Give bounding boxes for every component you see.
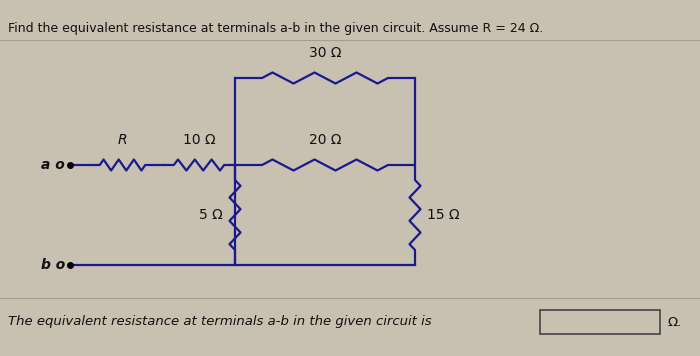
Text: The equivalent resistance at terminals a-b in the given circuit is: The equivalent resistance at terminals a… [8, 315, 432, 329]
Text: a o: a o [41, 158, 65, 172]
Text: 30 Ω: 30 Ω [309, 46, 342, 60]
Text: 10 Ω: 10 Ω [183, 133, 216, 147]
Text: 5 Ω: 5 Ω [199, 208, 223, 222]
Text: Ω.: Ω. [668, 315, 682, 329]
Text: Find the equivalent resistance at terminals a-b in the given circuit. Assume R =: Find the equivalent resistance at termin… [8, 22, 543, 35]
Text: 15 Ω: 15 Ω [427, 208, 460, 222]
Text: 20 Ω: 20 Ω [309, 133, 342, 147]
Text: R: R [118, 133, 127, 147]
Text: b o: b o [41, 258, 65, 272]
FancyBboxPatch shape [540, 310, 660, 334]
